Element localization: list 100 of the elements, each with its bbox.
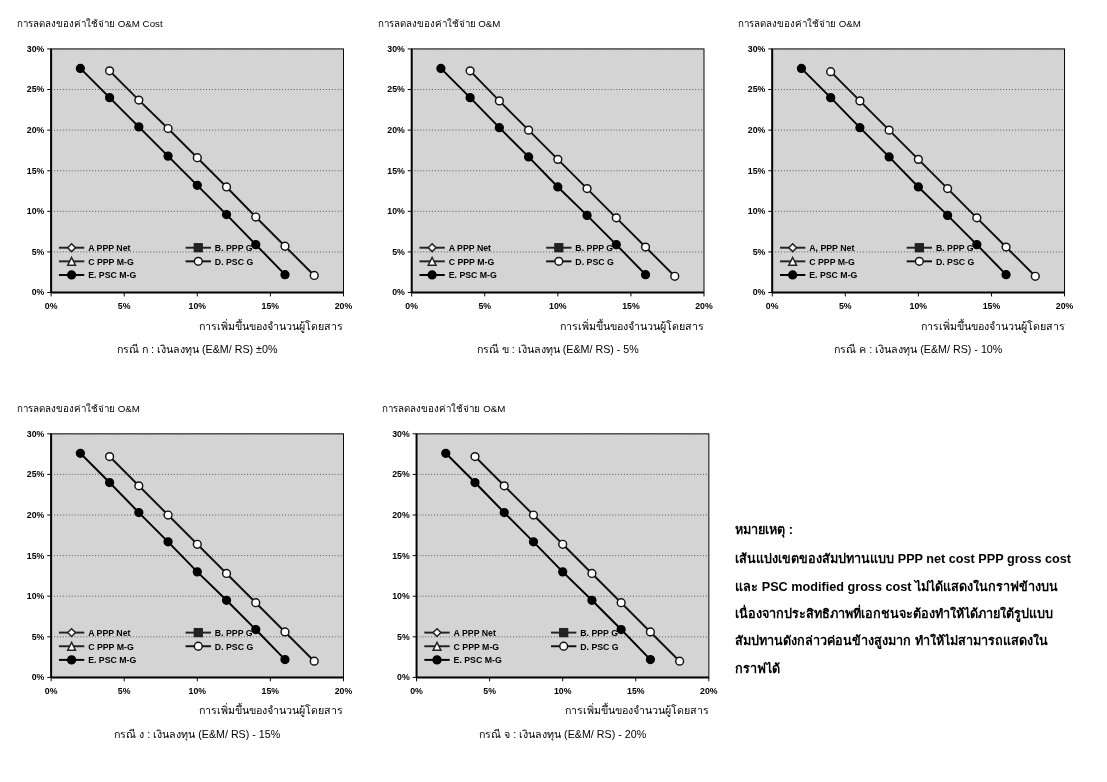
point (465, 66, 475, 76)
legend-label: D. PSC G (214, 256, 254, 267)
y-tick-label: 20% (387, 125, 406, 136)
x-tick-label: 0% (405, 301, 419, 312)
y-tick-label: 25% (747, 84, 766, 95)
point (494, 96, 504, 106)
point (528, 537, 539, 547)
point (670, 271, 680, 281)
y-axis-title: การลดลงของค่าใช้จ่าย O&M (382, 403, 506, 415)
y-tick-label: 0% (752, 287, 766, 298)
point (134, 95, 144, 105)
x-tick-label: 15% (622, 301, 640, 312)
point (134, 481, 144, 491)
point (558, 567, 568, 577)
text: กรณี ง : เงินลงทุน (E&M/ RS) - 15% (114, 727, 281, 741)
point (587, 568, 597, 579)
y-axis-title: การลดลงของค่าใช้จ่าย O&M (17, 403, 140, 415)
point (611, 239, 621, 250)
y-tick-label: 0% (397, 672, 410, 683)
y-tick-label: 5% (397, 631, 410, 642)
point (75, 63, 85, 74)
y-tick-label: 10% (387, 206, 406, 217)
point (494, 123, 504, 133)
y-tick-label: 10% (747, 206, 766, 217)
x-tick-label: 10% (909, 301, 928, 312)
y-tick-label: 15% (26, 550, 45, 561)
point (251, 598, 261, 608)
x-tick-label: 15% (261, 301, 280, 312)
x-axis-title: การเพิ่มขึ้นของจำนวนผู้โดยสาร (199, 702, 344, 718)
y-tick-label: 10% (26, 206, 45, 217)
y-axis-title: การลดลงของค่าใช้จ่าย O&M (738, 18, 861, 30)
x-tick-label: 10% (549, 301, 567, 312)
y-tick-label: 25% (392, 469, 410, 480)
x-tick-label: 5% (483, 685, 497, 696)
point (582, 183, 592, 194)
x-axis-title: การเพิ่มขึ้นของจำนวนผู้โดยสาร (920, 317, 1065, 333)
x-tick-label: 20% (1055, 301, 1074, 312)
x-tick-label: 0% (44, 301, 58, 312)
point (616, 624, 626, 635)
legend-label: A PPP Net (88, 243, 131, 254)
legend-label: A PPP Net (448, 243, 492, 254)
point (913, 154, 923, 164)
legend-label: D. PSC G (214, 641, 254, 652)
point (221, 182, 232, 192)
text: กรณี ข : เงินลงทุน (E&M/ RS) - 5% (476, 342, 640, 356)
point (192, 180, 202, 190)
point (309, 656, 319, 666)
y-tick-label: 30% (392, 428, 410, 439)
point (192, 539, 202, 549)
point (436, 63, 446, 74)
x-axis-title: การเพิ่มขึ้นของจำนวนผู้โดยสาร (564, 702, 709, 718)
point (972, 239, 982, 250)
legend-label: B. PPP G (214, 628, 253, 639)
y-tick-label: 0% (31, 287, 45, 298)
y-tick-label: 5% (31, 631, 45, 642)
point (75, 448, 85, 458)
legend-label: B. PPP G (214, 243, 253, 254)
y-tick-label: 25% (387, 84, 406, 95)
point (582, 210, 592, 221)
point (645, 627, 656, 637)
x-tick-label: 5% (117, 685, 131, 696)
text: กรณี จ : เงินลงทุน (E&M/ RS) - 20% (479, 727, 647, 741)
point (441, 448, 451, 458)
y-tick-label: 20% (747, 125, 766, 136)
y-tick-label: 30% (387, 43, 406, 54)
point (251, 212, 261, 222)
y-tick-label: 20% (26, 125, 45, 136)
point (499, 481, 509, 491)
point (499, 507, 509, 518)
point (884, 125, 894, 135)
x-tick-label: 0% (44, 685, 58, 696)
point (826, 67, 836, 77)
point (134, 122, 144, 132)
point (104, 66, 115, 76)
point (884, 152, 894, 162)
point (640, 270, 651, 280)
point (251, 624, 261, 635)
legend-label: E. PSC M-G (453, 655, 502, 666)
point (163, 123, 173, 134)
point (280, 241, 290, 251)
point (523, 125, 534, 135)
point (221, 209, 232, 220)
x-axis-title: การเพิ่มขึ้นของจำนวนผู้โดยสาร (199, 317, 344, 333)
point (972, 213, 982, 223)
legend-label: C PPP M-G (88, 641, 134, 652)
x-tick-label: 0% (765, 301, 779, 312)
point (280, 270, 290, 280)
y-tick-label: 15% (387, 165, 406, 176)
legend-label: E. PSC M-G (88, 655, 137, 666)
point (855, 123, 865, 133)
point (104, 93, 115, 103)
y-tick-label: 20% (392, 509, 410, 520)
x-tick-label: 10% (553, 685, 572, 696)
point (587, 595, 597, 605)
point (640, 242, 651, 252)
legend-label: E. PSC M-G (88, 270, 137, 281)
legend-label: E. PSC M-G (809, 270, 858, 281)
legend-label: C PPP M-G (88, 256, 134, 267)
point (616, 598, 626, 608)
y-axis-title: การลดลงของค่าใช้จ่าย O&M Cost (17, 18, 163, 30)
